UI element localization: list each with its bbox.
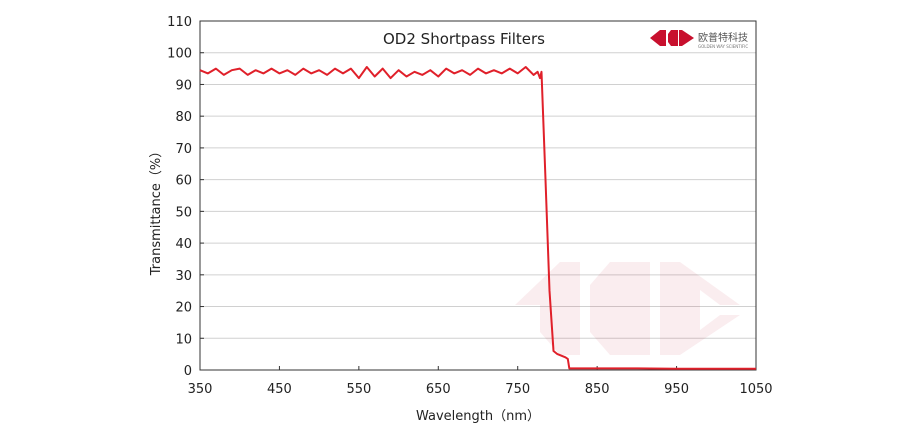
x-tick-label: 850	[585, 382, 610, 397]
x-tick-label: 1050	[739, 382, 772, 397]
chart-title: OD2 Shortpass Filters	[383, 30, 545, 48]
y-tick-label: 40	[175, 237, 192, 252]
brand-name-en: GOLDEN WAY SCIENTIFIC	[698, 44, 748, 49]
y-tick-label: 0	[184, 364, 192, 379]
y-tick-label: 60	[175, 174, 192, 189]
x-tick-label: 650	[426, 382, 451, 397]
y-tick-label: 20	[175, 301, 192, 316]
y-tick-label: 110	[167, 15, 192, 30]
y-tick-label: 100	[167, 47, 192, 62]
y-tick-label: 10	[175, 332, 192, 347]
x-tick-label: 550	[346, 382, 371, 397]
plot-frame	[199, 20, 757, 371]
y-tick-label: 30	[175, 269, 192, 284]
x-axis-ticks: 350 450 550 650 750 850 950 1050	[188, 366, 773, 397]
x-tick-label: 950	[664, 382, 689, 397]
y-tick-label: 70	[175, 142, 192, 157]
brand-logo: 欧普特科技 GOLDEN WAY SCIENTIFIC	[650, 30, 748, 49]
x-tick-label: 450	[267, 382, 292, 397]
y-tick-label: 80	[175, 110, 192, 125]
y-axis-ticks: 0 10 20 30 40 50 60 70 80 90 100 110	[167, 15, 204, 379]
y-axis-label: Transmittance（%）	[149, 145, 164, 277]
x-tick-label: 350	[188, 382, 213, 397]
x-axis-label: Wavelength（nm）	[416, 409, 540, 424]
x-tick-label: 750	[505, 382, 530, 397]
y-tick-label: 90	[175, 78, 192, 93]
series-line	[199, 66, 756, 370]
y-tick-label: 50	[175, 205, 192, 220]
watermark-logo	[515, 262, 740, 355]
grid-lines	[200, 52, 756, 339]
plot-border	[199, 20, 757, 371]
brand-name-cn: 欧普特科技	[698, 31, 748, 44]
